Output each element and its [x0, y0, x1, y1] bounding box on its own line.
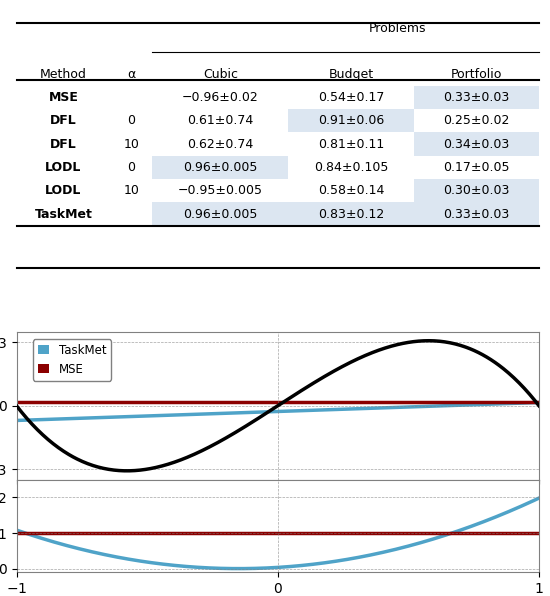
Text: Problems: Problems	[369, 21, 427, 35]
Legend: TaskMet, MSE: TaskMet, MSE	[33, 339, 111, 381]
